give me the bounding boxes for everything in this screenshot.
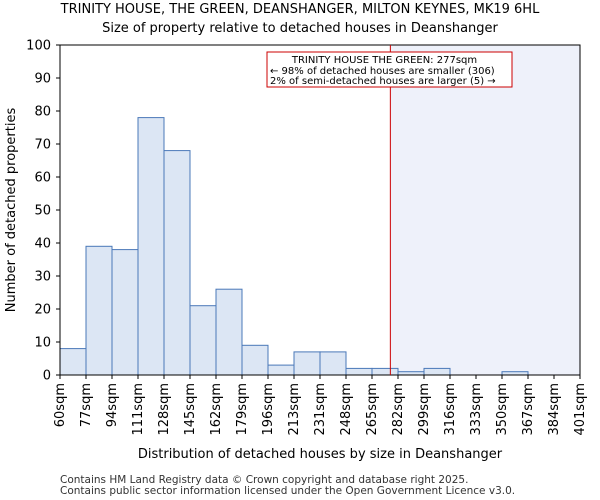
histogram-bar bbox=[85, 245, 113, 376]
larger-region-shade bbox=[390, 45, 580, 375]
x-tick-label: 60sqm bbox=[53, 383, 68, 427]
x-tick-label: 367sqm bbox=[521, 383, 536, 436]
x-tick-label: 299sqm bbox=[417, 383, 432, 436]
histogram-bar bbox=[423, 367, 451, 376]
x-tick-label: 316sqm bbox=[443, 383, 458, 436]
annotation-larger: 2% of semi-detached houses are larger (5… bbox=[270, 76, 496, 87]
footer-copyright: Contains HM Land Registry data © Crown c… bbox=[60, 474, 469, 486]
histogram-bar bbox=[267, 364, 295, 376]
y-tick-label: 40 bbox=[34, 237, 51, 252]
histogram-bar bbox=[137, 117, 165, 376]
histogram-bar bbox=[111, 249, 139, 376]
y-tick-label: 100 bbox=[26, 39, 51, 54]
histogram-bar bbox=[59, 348, 87, 376]
y-tick-label: 80 bbox=[34, 105, 51, 120]
x-tick-label: 282sqm bbox=[391, 383, 406, 436]
y-tick-label: 30 bbox=[34, 270, 51, 285]
footer-licence: Contains public sector information licen… bbox=[60, 485, 516, 497]
x-tick-label: 384sqm bbox=[547, 383, 562, 436]
chart-subtitle: Size of property relative to detached ho… bbox=[102, 21, 498, 36]
x-tick-label: 265sqm bbox=[365, 383, 380, 436]
x-tick-label: 248sqm bbox=[339, 383, 354, 436]
histogram-bar bbox=[241, 344, 269, 376]
x-tick-label: 94sqm bbox=[105, 383, 120, 427]
histogram-bar bbox=[293, 351, 321, 376]
histogram-bar bbox=[163, 150, 191, 376]
x-tick-label: 231sqm bbox=[313, 383, 328, 436]
x-tick-label: 128sqm bbox=[157, 383, 172, 436]
x-tick-label: 111sqm bbox=[131, 383, 146, 436]
y-tick-label: 10 bbox=[34, 336, 51, 351]
chart-title: TRINITY HOUSE, THE GREEN, DEANSHANGER, M… bbox=[60, 2, 540, 17]
x-tick-label: 350sqm bbox=[495, 383, 510, 436]
x-tick-label: 196sqm bbox=[261, 383, 276, 436]
x-tick-label: 179sqm bbox=[235, 383, 250, 436]
x-tick-label: 162sqm bbox=[209, 383, 224, 436]
annotation-box bbox=[266, 51, 513, 88]
y-tick-label: 90 bbox=[34, 72, 51, 87]
y-tick-label: 20 bbox=[34, 303, 51, 318]
histogram-bar bbox=[215, 288, 243, 376]
x-tick-label: 77sqm bbox=[79, 383, 94, 427]
y-tick-label: 70 bbox=[34, 138, 51, 153]
histogram-bar bbox=[345, 367, 373, 376]
histogram-bar bbox=[371, 367, 399, 376]
x-tick-label: 213sqm bbox=[287, 383, 302, 436]
histogram-bar bbox=[319, 351, 347, 376]
y-tick-label: 50 bbox=[34, 204, 51, 219]
y-tick-label: 60 bbox=[34, 171, 51, 186]
annotation-smaller: ← 98% of detached houses are smaller (30… bbox=[270, 66, 495, 77]
x-tick-label: 333sqm bbox=[469, 383, 484, 436]
x-tick-label: 145sqm bbox=[183, 383, 198, 436]
histogram-bar bbox=[189, 305, 217, 376]
annotation-title: TRINITY HOUSE THE GREEN: 277sqm bbox=[291, 55, 477, 66]
x-tick-label: 401sqm bbox=[573, 383, 588, 436]
y-tick-label: 0 bbox=[43, 369, 51, 384]
y-axis-label: Number of detached properties bbox=[4, 108, 19, 313]
x-axis-label: Distribution of detached houses by size … bbox=[138, 447, 503, 462]
